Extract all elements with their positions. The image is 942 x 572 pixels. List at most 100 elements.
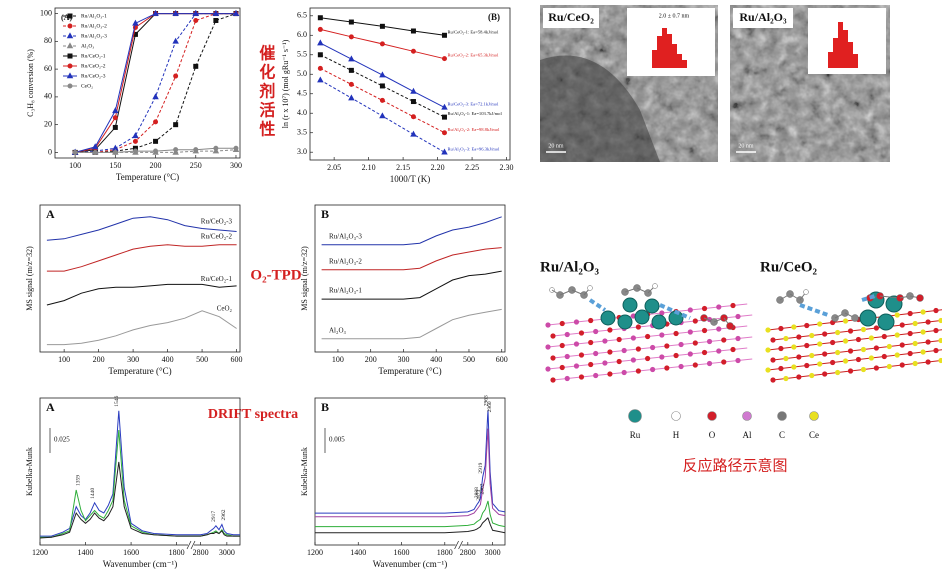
marker: [174, 148, 178, 152]
lattice-atom: [783, 376, 788, 381]
series-label: Ru/Al₂O₃-2: Ea=98.8kJ/mol: [447, 127, 500, 132]
legend-label: Al₂O₃: [81, 43, 94, 49]
x-tick-label: 400: [162, 355, 174, 364]
peak-label: 2873: [476, 489, 482, 500]
lattice-atom: [735, 314, 740, 319]
y-axis-label: Kubelka-Munk: [300, 447, 309, 496]
lattice-atom: [702, 328, 707, 333]
marker: [214, 146, 218, 150]
atom-legend-label: C: [779, 430, 785, 440]
lattice-atom: [856, 337, 861, 342]
lattice-atom: [938, 318, 942, 323]
marker: [442, 131, 446, 135]
marker: [411, 100, 415, 104]
mol-atom: [653, 284, 658, 289]
marker: [133, 139, 137, 143]
lattice-atom: [796, 354, 801, 359]
lattice-atom: [809, 333, 814, 338]
lattice-atom: [574, 319, 579, 324]
x-tick-label: 200: [365, 355, 377, 364]
lattice-atom: [856, 357, 861, 362]
lattice-atom: [765, 327, 770, 332]
lattice-atom: [822, 331, 827, 336]
lattice-atom: [783, 356, 788, 361]
lattice-atom: [693, 340, 698, 345]
tpd-label: O₂-TPD: [250, 267, 301, 283]
lattice-atom: [673, 353, 678, 358]
lattice-atom: [900, 342, 905, 347]
x-axis-label: 1000/T (K): [390, 174, 431, 184]
atom-legend-swatch: [672, 412, 681, 421]
marker: [318, 78, 323, 82]
x-tick-label: 100: [58, 355, 70, 364]
lattice-atom: [579, 330, 584, 335]
x-tick-label: 2.05: [327, 163, 341, 172]
mol-atom: [588, 286, 593, 291]
lattice-atom: [716, 326, 721, 331]
ru-atom: [623, 298, 637, 312]
lattice-atom: [588, 318, 593, 323]
mol-atom: [727, 323, 734, 330]
lattice-atom: [565, 332, 570, 337]
marker: [174, 74, 178, 78]
scheme-title: Ru/Al₂O₃: [540, 259, 600, 275]
marker: [68, 24, 72, 28]
peak-label: 1440: [90, 488, 96, 499]
marker: [442, 115, 446, 119]
series-label: Ru/Al₂O₃-2: [329, 257, 362, 265]
marker: [153, 94, 158, 98]
lattice-atom: [579, 352, 584, 357]
lattice-atom: [861, 327, 866, 332]
scale-bar-label: 0.025: [54, 436, 70, 444]
lattice-atom: [735, 358, 740, 363]
lattice-atom: [664, 365, 669, 370]
lattice-atom: [707, 361, 712, 366]
marker: [214, 19, 218, 23]
y-tick-label: 6.0: [297, 30, 307, 39]
lattice-atom: [565, 354, 570, 359]
lattice-atom: [650, 345, 655, 350]
panel-label: (B): [488, 12, 500, 22]
series-label: Ru/Al₂O₃-3: [329, 232, 362, 240]
series-label: Ru/Al₂O₃-1: Ea=103.7kJ/mol: [447, 111, 502, 116]
marker: [68, 54, 72, 58]
x-tick-label: 200: [150, 161, 162, 170]
series-label: CeO₂: [217, 304, 233, 312]
lattice-atom: [861, 367, 866, 372]
marker: [380, 84, 384, 88]
x-tick-label: 300: [127, 355, 139, 364]
lattice-atom: [822, 351, 827, 356]
lattice-atom: [622, 348, 627, 353]
marker: [349, 68, 353, 72]
lattice-atom: [688, 329, 693, 334]
lattice-atom: [693, 318, 698, 323]
lattice-atom: [770, 377, 775, 382]
x-tick-label: 1800: [169, 548, 185, 557]
lattice-atom: [693, 362, 698, 367]
lattice-atom: [817, 321, 822, 326]
x-tick-label: 600: [496, 355, 508, 364]
lattice-atom: [830, 340, 835, 345]
lattice-atom: [664, 343, 669, 348]
lattice-atom: [560, 343, 565, 348]
figure: 催化剂活性 O₂-TPD DRIFT spectra Ru/CeO₂ 2.0 ±…: [0, 0, 942, 572]
marker: [380, 113, 385, 117]
lattice-atom: [869, 355, 874, 360]
lattice-atom: [920, 349, 925, 354]
y-tick-label: 5.5: [297, 50, 307, 59]
y-tick-label: 80: [44, 36, 52, 45]
atom-legend-swatch: [743, 412, 752, 421]
lattice-atom: [560, 365, 565, 370]
peak-label: 2919: [478, 462, 484, 473]
x-tick-label: 2800: [460, 548, 476, 557]
marker: [442, 33, 446, 37]
lattice-atom: [920, 309, 925, 314]
lattice-atom: [593, 373, 598, 378]
panel-label: A: [46, 207, 55, 221]
marker: [73, 150, 77, 154]
lattice-atom: [848, 348, 853, 353]
marker: [113, 116, 117, 120]
x-tick-label: 150: [109, 161, 121, 170]
marker: [68, 43, 73, 47]
y-tick-label: 40: [44, 92, 52, 101]
